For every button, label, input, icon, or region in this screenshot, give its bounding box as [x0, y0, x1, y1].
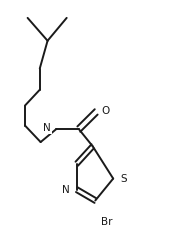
Text: N: N [43, 123, 51, 133]
Text: N: N [62, 185, 70, 195]
Text: S: S [120, 173, 127, 184]
Text: O: O [102, 106, 110, 116]
Text: Br: Br [101, 217, 112, 227]
